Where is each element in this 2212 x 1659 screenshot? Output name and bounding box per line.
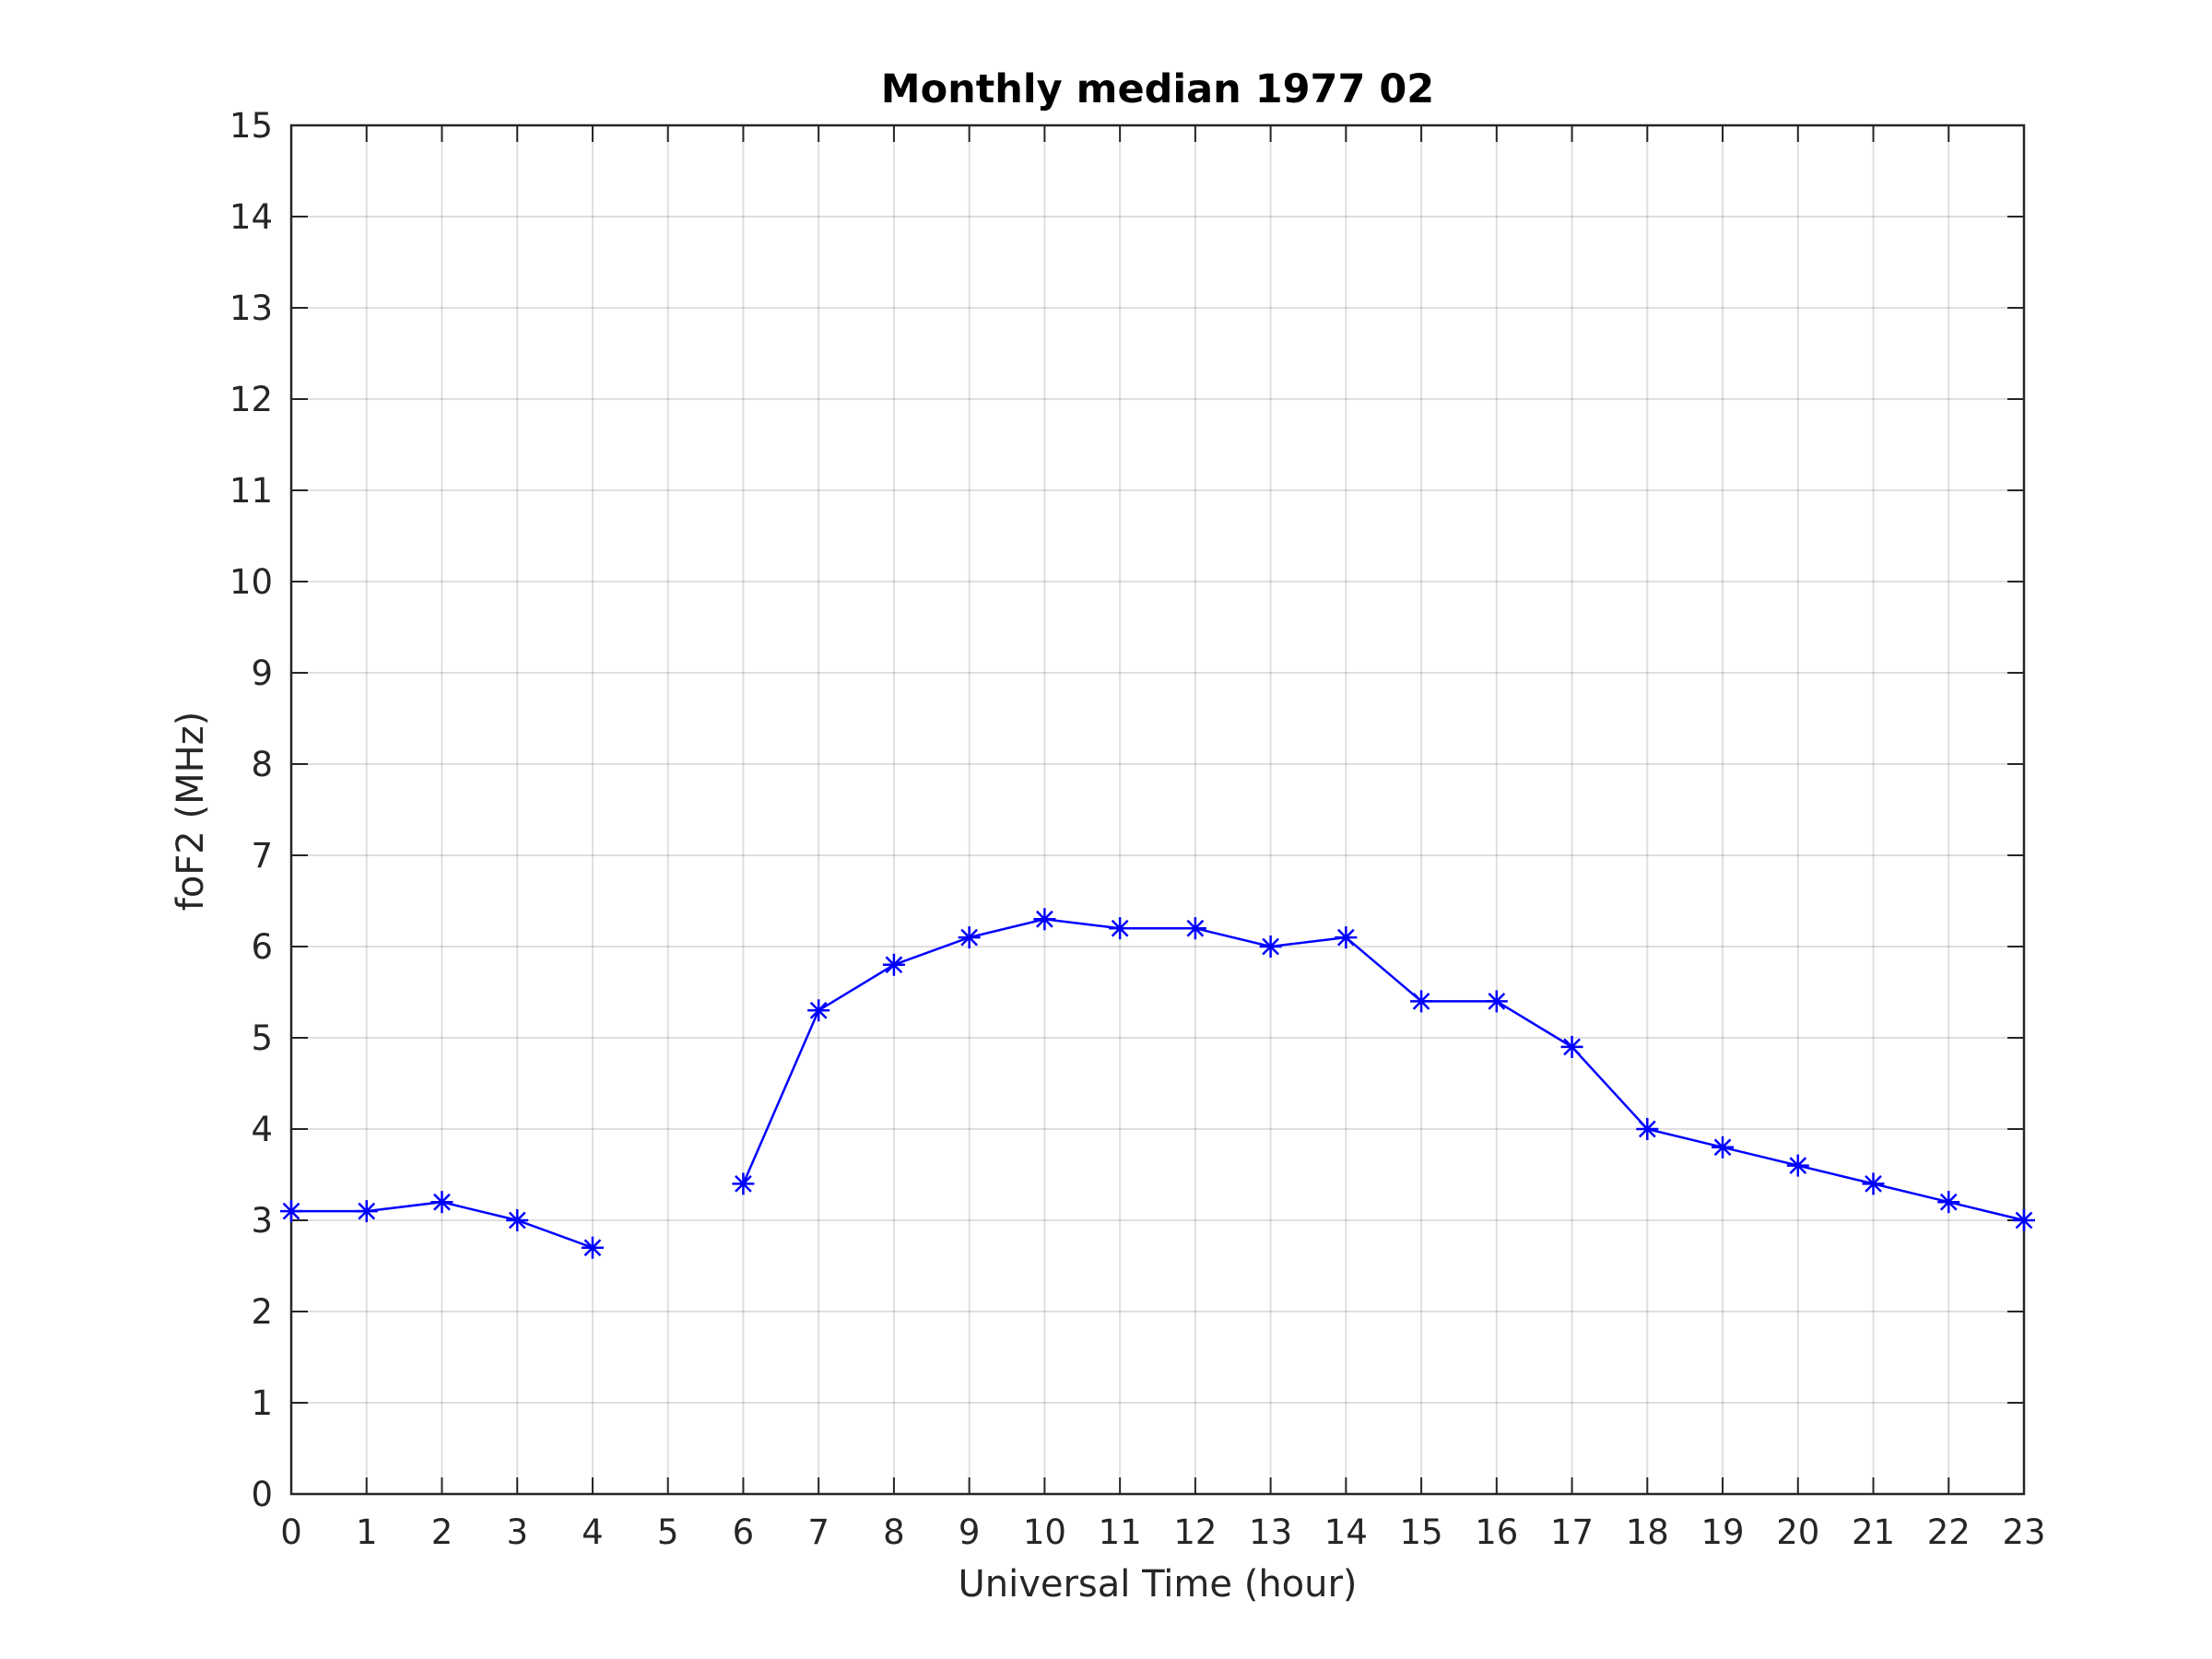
y-tick-label: 15 — [229, 106, 273, 146]
x-tick-label: 22 — [1927, 1512, 1971, 1552]
y-tick-label: 8 — [251, 745, 273, 784]
x-tick-label: 21 — [1852, 1512, 1895, 1552]
x-tick-label: 11 — [1099, 1512, 1142, 1552]
data-point-marker — [506, 1209, 529, 1231]
x-tick-label: 10 — [1023, 1512, 1066, 1552]
x-tick-label: 20 — [1776, 1512, 1819, 1552]
x-tick-label: 5 — [657, 1512, 679, 1552]
x-tick-label: 16 — [1475, 1512, 1518, 1552]
x-tick-label: 7 — [807, 1512, 830, 1552]
x-tick-label: 9 — [959, 1512, 981, 1552]
y-tick-label: 2 — [251, 1292, 273, 1332]
data-point-marker — [1109, 917, 1132, 940]
data-point-marker — [1259, 935, 1282, 958]
data-point-marker — [1786, 1154, 1809, 1177]
x-tick-label: 19 — [1700, 1512, 1744, 1552]
y-tick-label: 9 — [251, 653, 273, 693]
x-tick-label: 23 — [2002, 1512, 2045, 1552]
data-point-marker — [1712, 1135, 1735, 1159]
y-tick-label: 12 — [229, 380, 273, 419]
data-point-marker — [1410, 990, 1433, 1013]
data-point-marker — [2013, 1209, 2035, 1231]
x-tick-label: 8 — [883, 1512, 905, 1552]
grid — [291, 125, 2024, 1494]
y-tick-label: 14 — [229, 197, 273, 237]
data-point-marker — [807, 999, 830, 1022]
x-tick-label: 0 — [280, 1512, 302, 1552]
plot-area — [291, 125, 2024, 1494]
data-point-marker — [958, 926, 981, 949]
data-point-marker — [430, 1191, 453, 1214]
x-axis-label: Universal Time (hour) — [958, 1563, 1357, 1606]
x-tick-label: 15 — [1400, 1512, 1443, 1552]
y-tick-label: 4 — [251, 1110, 273, 1149]
y-tick-label: 6 — [251, 927, 273, 967]
x-tick-label: 14 — [1324, 1512, 1368, 1552]
data-point-marker — [882, 953, 905, 976]
axes-box — [289, 124, 2026, 1496]
y-tick-label: 7 — [251, 836, 273, 876]
x-tick-label: 12 — [1173, 1512, 1217, 1552]
x-tick-label: 2 — [431, 1512, 453, 1552]
data-point-marker — [1862, 1172, 1885, 1195]
y-tick-label: 10 — [229, 562, 273, 602]
data-point-marker — [355, 1200, 378, 1223]
chart-title: Monthly median 1977 02 — [881, 66, 1434, 112]
x-tick-label: 13 — [1249, 1512, 1292, 1552]
x-tick-label: 18 — [1626, 1512, 1669, 1552]
data-point-marker — [1937, 1191, 1960, 1214]
y-tick-label: 0 — [251, 1475, 273, 1514]
x-tick-label: 1 — [356, 1512, 378, 1552]
data-point-marker — [280, 1200, 302, 1223]
y-axis-label: foF2 (MHz) — [170, 712, 212, 912]
data-point-marker — [1485, 990, 1508, 1013]
y-tick-label: 11 — [229, 471, 273, 511]
series-line — [742, 918, 2025, 1222]
y-tick-label: 3 — [251, 1201, 273, 1241]
series-layer — [280, 908, 2035, 1259]
data-point-marker — [1636, 1118, 1659, 1140]
data-point-marker — [581, 1236, 604, 1259]
axes — [289, 124, 2026, 1496]
y-tick-label: 13 — [229, 288, 273, 328]
x-tick-label: 3 — [506, 1512, 528, 1552]
x-tick-label: 4 — [582, 1512, 604, 1552]
data-point-marker — [1033, 908, 1056, 931]
data-point-marker — [1560, 1035, 1583, 1058]
x-tick-label: 6 — [733, 1512, 755, 1552]
y-tick-label: 5 — [251, 1018, 273, 1058]
data-point-marker — [732, 1172, 755, 1195]
data-point-marker — [1335, 926, 1358, 949]
series-0 — [280, 908, 2035, 1259]
y-tick-label: 1 — [251, 1383, 273, 1423]
data-point-marker — [1183, 917, 1206, 940]
tick-labels: 0 1 2 3 4 5 6 7 8 9 10 11 12 13 14 15 16 17 18 19 20 21 22 2301… — [229, 106, 2046, 1552]
x-tick-label: 17 — [1550, 1512, 1594, 1552]
